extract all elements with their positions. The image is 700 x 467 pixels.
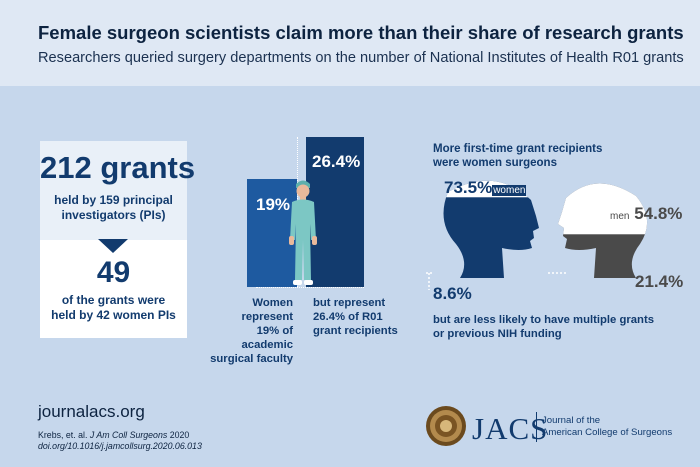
faculty-caption: Women represent 19% of academic surgical… — [210, 297, 293, 365]
women-grants-number: 49 — [96, 256, 131, 289]
recipients-bar — [306, 137, 364, 287]
surgeon-figure-icon — [289, 180, 317, 285]
total-grants-number: 212 grants — [40, 150, 196, 185]
men-multiple-label: 21.4% — [635, 272, 684, 291]
journal-full-name: Journal of the American College of Surge… — [542, 415, 673, 438]
acs-seal-icon — [426, 406, 466, 446]
women-multiple-label: 8.6% — [433, 284, 472, 303]
baseline-divider — [256, 287, 364, 288]
doi-link[interactable]: doi.org/10.1016/j.jamcollsurg.2020.06.01… — [38, 441, 202, 451]
heads-heading: More first-time grant recipients were wo… — [433, 143, 603, 169]
total-grants-desc: held by 159 principal investigators (PIs… — [54, 193, 173, 222]
logo-divider — [536, 412, 537, 442]
heads-graphic — [426, 180, 648, 290]
men-first-time-label: men 54.8% — [610, 204, 683, 223]
women-grants-desc: of the grants were held by 42 women PIs — [51, 293, 176, 322]
recipients-pct-label: 26.4% — [312, 152, 361, 171]
women-first-time-label: 73.5%women — [444, 178, 527, 197]
header-band — [0, 0, 700, 86]
down-arrow-icon — [98, 239, 128, 253]
page-subtitle: Researchers queried surgery departments … — [38, 50, 684, 66]
faculty-bar — [247, 179, 297, 287]
page-title: Female surgeon scientists claim more tha… — [38, 22, 684, 43]
recipients-caption: but represent 26.4% of R01 grant recipie… — [313, 297, 398, 337]
website-link[interactable]: journalacs.org — [38, 402, 145, 421]
faculty-pct-label: 19% — [256, 195, 291, 214]
heads-footnote: but are less likely to have multiple gra… — [433, 314, 654, 340]
jacs-logo-text: JACS — [472, 411, 549, 446]
total-grants-card — [40, 141, 187, 240]
citation: Krebs, et. al. J Am Coll Surgeons 2020 d… — [38, 430, 202, 451]
women-grants-card — [40, 240, 187, 338]
